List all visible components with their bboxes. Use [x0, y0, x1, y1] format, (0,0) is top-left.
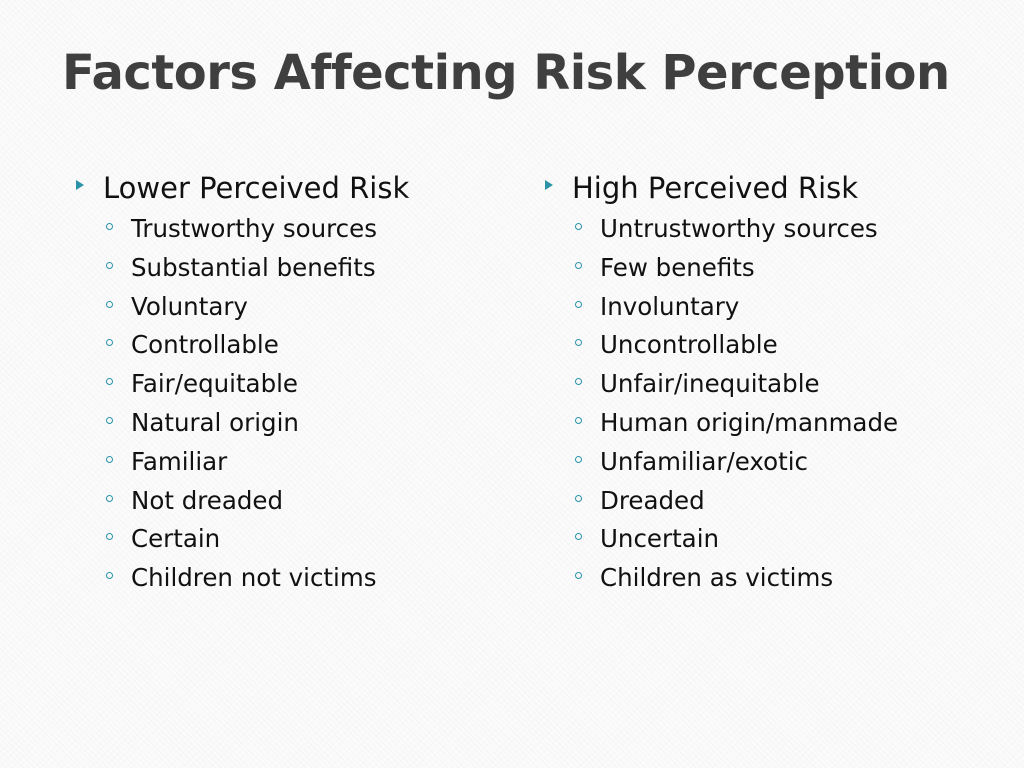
list-item: Familiar [106, 443, 516, 482]
list-item-text: Uncertain [600, 524, 720, 554]
circle-bullet-icon [575, 339, 582, 347]
circle-bullet-icon [575, 416, 582, 424]
triangle-bullet-icon [76, 180, 84, 190]
list-item: Substantial benefits [106, 249, 516, 288]
list-item: Uncertain [575, 520, 985, 559]
column-heading: High Perceived Risk [545, 168, 985, 208]
circle-bullet-icon [575, 494, 582, 502]
circle-bullet-icon [575, 378, 582, 386]
column-heading-text: Lower Perceived Risk [103, 171, 410, 205]
list-item: Uncontrollable [575, 326, 985, 365]
triangle-bullet-icon [545, 180, 553, 190]
list-item-text: Children not victims [131, 563, 377, 593]
circle-bullet-icon [106, 339, 113, 347]
list-item-text: Familiar [131, 446, 228, 476]
list-item: Unfair/inequitable [575, 365, 985, 404]
circle-bullet-icon [575, 223, 582, 230]
list-item: Dreaded [575, 482, 985, 521]
list-item: Fair/equitable [106, 365, 516, 404]
list-item: Children not victims [106, 559, 516, 598]
list-item-text: Natural origin [131, 407, 299, 437]
column-heading-text: High Perceived Risk [572, 171, 859, 205]
circle-bullet-icon [575, 261, 582, 269]
list-item-text: Dreaded [600, 485, 705, 515]
list-item: Certain [106, 520, 516, 559]
list-item: Trustworthy sources [106, 210, 516, 249]
circle-bullet-icon [106, 378, 113, 386]
list-item: Human origin/manmade [575, 404, 985, 443]
list-item-text: Substantial benefits [131, 252, 376, 282]
circle-bullet-icon [106, 223, 113, 230]
circle-bullet-icon [575, 572, 582, 580]
circle-bullet-icon [106, 572, 113, 580]
factor-list: Untrustworthy sources Few benefits Invol… [545, 210, 985, 598]
circle-bullet-icon [106, 300, 113, 308]
list-item: Untrustworthy sources [575, 210, 985, 249]
list-item: Not dreaded [106, 482, 516, 521]
list-item-text: Not dreaded [131, 485, 284, 515]
circle-bullet-icon [106, 416, 113, 424]
list-item: Natural origin [106, 404, 516, 443]
list-item-text: Voluntary [131, 291, 248, 321]
list-item-text: Human origin/manmade [600, 407, 899, 437]
slide-title: Factors Affecting Risk Perception [62, 45, 950, 101]
circle-bullet-icon [106, 261, 113, 269]
circle-bullet-icon [106, 494, 113, 502]
list-item: Involuntary [575, 288, 985, 327]
list-item-text: Uncontrollable [600, 330, 778, 360]
circle-bullet-icon [575, 533, 582, 541]
circle-bullet-icon [106, 533, 113, 541]
list-item-text: Unfair/inequitable [600, 369, 820, 399]
list-item-text: Controllable [131, 330, 279, 360]
list-item: Unfamiliar/exotic [575, 443, 985, 482]
list-item: Voluntary [106, 288, 516, 327]
list-item: Controllable [106, 326, 516, 365]
circle-bullet-icon [575, 455, 582, 463]
list-item-text: Trustworthy sources [131, 214, 377, 243]
list-item-text: Unfamiliar/exotic [600, 446, 808, 476]
list-item-text: Children as victims [600, 563, 834, 593]
factor-list: Trustworthy sources Substantial benefits… [76, 210, 516, 598]
list-item-text: Few benefits [600, 252, 755, 282]
list-item-text: Fair/equitable [131, 369, 299, 399]
high-risk-column: High Perceived Risk Untrustworthy source… [545, 168, 985, 598]
list-item-text: Involuntary [600, 291, 740, 321]
lower-risk-column: Lower Perceived Risk Trustworthy sources… [76, 168, 516, 598]
circle-bullet-icon [106, 455, 113, 463]
list-item: Few benefits [575, 249, 985, 288]
list-item-text: Certain [131, 524, 221, 554]
column-heading: Lower Perceived Risk [76, 168, 516, 208]
list-item: Children as victims [575, 559, 985, 598]
list-item-text: Untrustworthy sources [600, 214, 878, 243]
circle-bullet-icon [575, 300, 582, 308]
